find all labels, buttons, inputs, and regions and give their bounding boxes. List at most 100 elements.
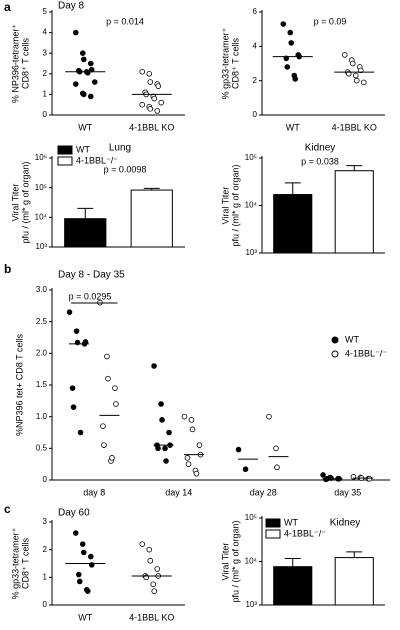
data-point [162,445,168,452]
data-point [151,363,157,369]
data-point [113,401,119,407]
x-tick-label: WT [286,122,300,132]
legend-marker [331,336,339,344]
data-point [154,566,161,572]
data-point [287,29,294,36]
chart-title: Day 60 [58,508,90,519]
data-point [139,101,146,108]
y-tick-label: 0 [43,110,48,119]
data-point [84,588,91,594]
data-point [79,541,86,547]
data-point [155,83,162,89]
y-tick-label: 5 [43,7,48,16]
y-tick-label: 2.5 [36,317,48,326]
chart-title: Day 8 [58,1,85,12]
y-tick-label: 10⁵ [245,153,257,162]
data-point [80,91,87,98]
p-value: p = 0.0295 [69,291,112,301]
data-point [242,466,249,473]
x-tick-label: day 8 [83,487,105,497]
y-tick-label: 4 [43,28,48,37]
data-point [151,95,158,102]
y-tick-label: 1 [43,90,48,99]
panel-label: a [4,0,11,14]
bar [273,566,313,606]
bar [334,170,374,254]
data-point [150,581,157,588]
data-point [80,56,87,63]
data-point [87,93,94,100]
y-tick-label: 1.5 [36,380,48,389]
y-tick-label: 10⁵ [35,183,47,192]
legend-label: 4-1BBL⁻/⁻ [284,528,326,538]
y-tick-label: 10⁴ [245,201,258,210]
data-point [193,470,200,477]
data-point [79,50,86,56]
y-axis-label: Viral Titer [220,187,230,225]
legend-swatch [57,145,73,155]
data-point [151,588,158,594]
y-tick-label: 2 [253,76,258,85]
data-point [345,71,352,77]
data-point [181,413,188,420]
y-tick-label: 10⁵ [245,513,257,522]
p-value: p = 0.09 [314,16,347,26]
legend-label: WT [76,144,90,154]
y-tick-label: 0.5 [36,443,48,452]
data-point [104,353,110,360]
data-point [154,108,161,114]
p-value: p = 0.014 [106,16,144,26]
y-tick-label: 2 [43,69,48,78]
data-point [320,472,326,478]
y-axis-label: Viral Titer [220,543,230,581]
y-tick-label: 10³ [245,248,257,257]
data-point [77,429,84,436]
panel-label: b [4,262,11,276]
data-point [360,79,367,86]
data-point [69,385,76,391]
chart-title: Lung [109,143,131,154]
data-point [349,60,356,67]
data-point [87,60,94,67]
data-point [283,55,290,62]
data-point [292,76,299,82]
data-point [159,417,165,423]
data-point [352,72,359,79]
data-point [184,455,191,461]
panel-label: c [4,502,11,516]
y-tick-label: 10³ [35,242,47,251]
x-tick-label: 4-1BBL KO [332,122,377,132]
y-axis-label: pfu / (ml* g of organ) [20,161,30,243]
y-axis-label: % NP396-tetramer⁺ [10,24,20,104]
data-point [72,29,79,36]
data-point [109,455,115,461]
data-point [274,464,280,471]
data-point [166,429,172,436]
data-point [72,81,79,87]
x-tick-label: day 14 [165,487,192,497]
y-axis-label: % gp33-tetramer⁺ [10,527,20,599]
x-tick-label: day 28 [250,487,277,497]
y-axis-label: CD8⁺ T cells [20,38,30,89]
p-value: p = 0.0098 [104,164,147,174]
axes [51,288,390,481]
y-tick-label: 3 [43,517,48,526]
data-point [80,549,87,556]
data-point [357,67,364,74]
x-tick-label: WT [78,612,92,622]
y-tick-label: 3.0 [36,285,48,294]
x-tick-label: day 35 [334,487,361,497]
legend-label: WT [345,334,359,344]
bar [334,557,374,606]
data-point [105,375,111,382]
legend-marker [331,350,339,358]
y-axis-label: CD8⁺ T cells [230,38,240,89]
y-axis-label: pfu / (ml* g of organ) [230,520,240,602]
data-point [84,69,91,76]
y-tick-label: 0 [43,600,48,609]
x-tick-label: 4-1BBL KO [129,122,174,132]
y-tick-label: 1 [43,572,48,581]
data-point [266,413,272,420]
data-point [91,79,98,85]
